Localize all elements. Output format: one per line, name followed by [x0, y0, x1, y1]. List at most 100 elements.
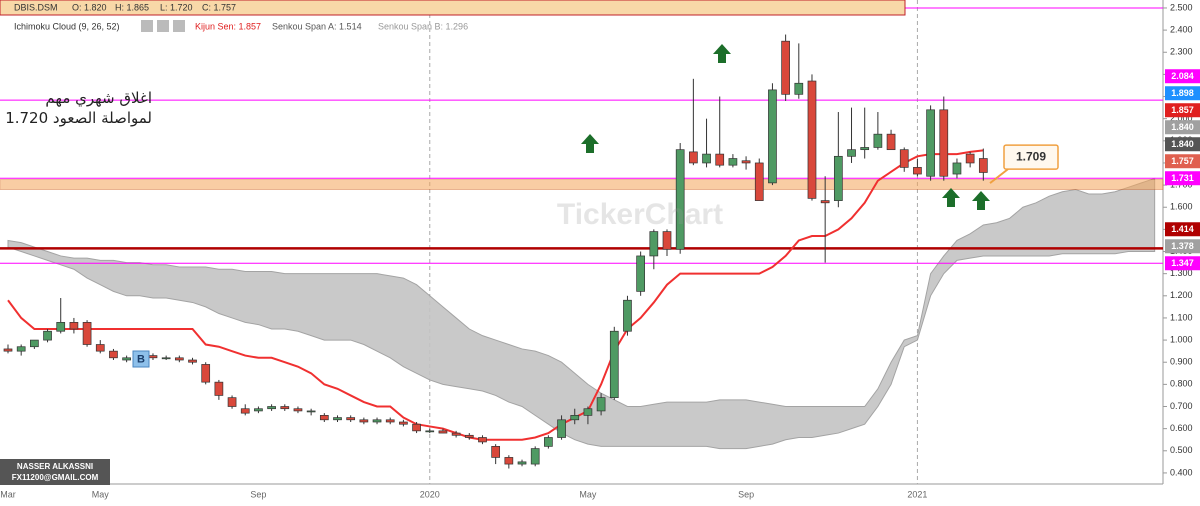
y-tick-label: 2.000	[1170, 113, 1193, 123]
candle-body	[174, 357, 184, 361]
candle-body	[952, 162, 962, 175]
price-tag-label: 1.414	[1171, 224, 1194, 234]
indicator-kijun: Kijun Sen: 1.857	[195, 21, 261, 31]
y-tick-label: 0.800	[1170, 379, 1193, 389]
callout-pointer	[989, 168, 1009, 184]
arrow-up	[972, 191, 990, 210]
x-tick-label: May	[579, 489, 597, 499]
candle-body	[491, 446, 501, 458]
price-tag-label: 1.898	[1171, 88, 1194, 98]
y-tick-label: 1.000	[1170, 334, 1193, 344]
credit-box	[0, 459, 110, 485]
y-tick-label: 1.100	[1170, 312, 1193, 322]
candle-body	[95, 344, 105, 352]
candle-body	[240, 408, 250, 414]
y-tick-label: 0.900	[1170, 357, 1193, 367]
y-tick-label: 2.300	[1170, 47, 1193, 57]
candle-body	[649, 231, 659, 257]
candle-body	[385, 419, 395, 423]
icon[interactable]	[141, 20, 153, 32]
price-tag-label: 2.084	[1171, 71, 1194, 81]
candle-body	[346, 417, 356, 421]
candle-body	[306, 410, 316, 413]
price-tag-label: 1.840	[1171, 122, 1194, 132]
callout-label: 1.709	[1016, 149, 1046, 163]
candle-body	[451, 432, 461, 436]
candle-body	[69, 322, 79, 330]
price-tag	[1165, 222, 1200, 237]
price-tag	[1165, 103, 1200, 118]
candle-body	[372, 419, 382, 423]
price-tag	[1165, 154, 1200, 169]
annotation: لمواصلة الصعود 1.720	[5, 109, 152, 127]
candle-body	[280, 406, 290, 410]
icon[interactable]	[173, 20, 185, 32]
ichimoku-cloud	[7, 177, 1156, 450]
candle-body	[570, 415, 580, 421]
candle-body	[847, 149, 856, 157]
price-tag	[1165, 86, 1200, 101]
callout-box	[1003, 144, 1059, 170]
price-zone	[0, 179, 1164, 190]
candle-body	[161, 357, 171, 360]
x-tick-label: Sep	[738, 489, 754, 499]
candle-body	[148, 355, 158, 359]
arrow-up	[581, 134, 599, 153]
candle-body	[728, 158, 738, 166]
candle-body	[794, 82, 804, 95]
icon[interactable]	[157, 20, 169, 32]
candle-body	[412, 423, 421, 432]
y-tick-label: 0.400	[1170, 467, 1193, 477]
candle-body	[609, 330, 619, 399]
candle-body	[43, 330, 52, 341]
credit-name: NASSER ALKASSNI	[17, 462, 93, 471]
candle-body	[702, 153, 711, 164]
header-bar	[0, 0, 906, 16]
price-tag	[1165, 256, 1200, 271]
price-tag-label: 1.757	[1171, 156, 1194, 166]
candle-body	[478, 437, 487, 443]
ohlc-high: H: 1.865	[115, 2, 149, 12]
price-tag	[1165, 137, 1200, 152]
candle-body	[623, 299, 632, 332]
candle-body	[781, 40, 790, 95]
y-tick-label: 0.700	[1170, 401, 1193, 411]
indicator-span-a: Senkou Span A: 1.514	[272, 21, 362, 31]
price-tag-label: 1.840	[1171, 139, 1194, 149]
candle-body	[3, 348, 13, 352]
candle-body	[899, 149, 909, 168]
candle-body	[965, 153, 975, 164]
x-tick-label: Mar	[0, 489, 16, 499]
candle-body	[438, 430, 448, 434]
x-tick-label: 2020	[420, 489, 440, 499]
candle-body	[754, 162, 764, 201]
candle-body	[425, 430, 435, 433]
y-tick-label: 0.500	[1170, 445, 1193, 455]
candle-body	[359, 419, 369, 423]
candle-body	[464, 434, 474, 438]
watermark: TickerChart	[557, 198, 723, 231]
candle-body	[201, 364, 211, 383]
candle-body	[319, 415, 329, 421]
symbol: DBIS.DSM	[14, 2, 58, 12]
ohlc-open: O: 1.820	[72, 2, 107, 12]
candle-body	[926, 109, 935, 177]
candle-body	[741, 160, 751, 164]
y-tick-label: 1.300	[1170, 268, 1193, 278]
candle-body	[188, 359, 197, 363]
price-tag	[1165, 239, 1200, 254]
arrow-up	[713, 44, 731, 63]
arrow-up	[942, 188, 960, 207]
y-tick-label: 1.200	[1170, 290, 1193, 300]
candle-body	[886, 133, 896, 151]
candle-body	[768, 89, 777, 184]
y-tick-label: 2.400	[1170, 24, 1193, 34]
marker-label: B	[137, 353, 145, 365]
candle-body	[214, 381, 224, 396]
candle-body	[715, 153, 725, 166]
y-tick-label: 0.600	[1170, 423, 1193, 433]
credit-email: FX11200@GMAIL.COM	[12, 473, 99, 482]
overlay: B TickerChart NASSER ALKASSNI FX11200@GM…	[0, 0, 1059, 485]
